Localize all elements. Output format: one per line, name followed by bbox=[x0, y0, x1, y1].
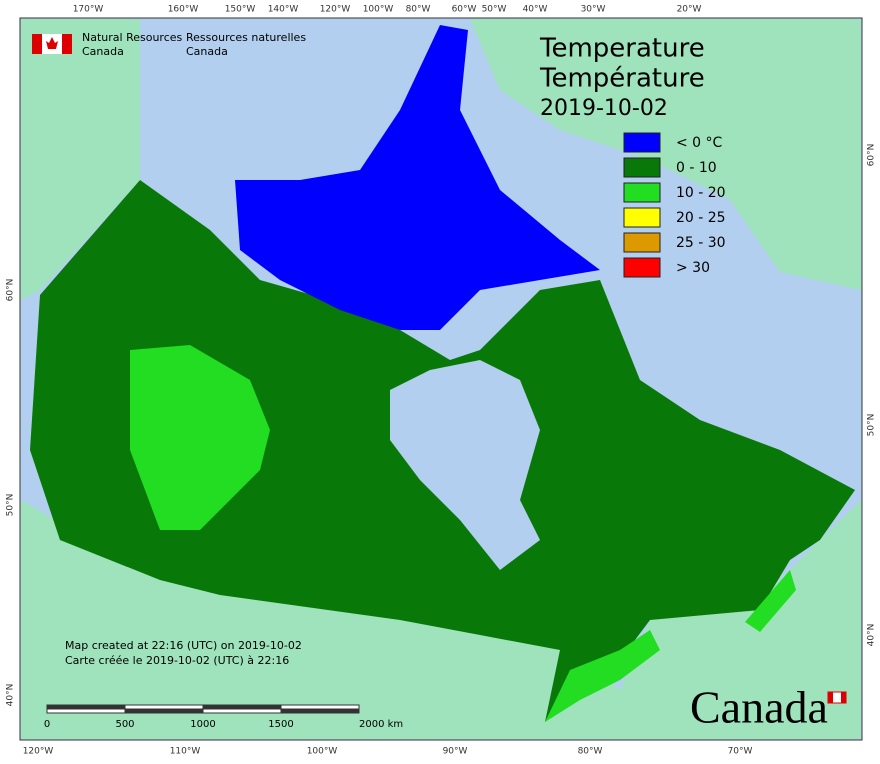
graticule-label: 170°W bbox=[73, 5, 104, 15]
graticule-label: 20°W bbox=[677, 5, 702, 15]
legend-label: 0 - 10 bbox=[676, 160, 717, 176]
maple-leaf bbox=[46, 37, 58, 49]
usa bbox=[21, 500, 861, 739]
arctic-cold bbox=[235, 25, 600, 330]
hudson-bay bbox=[390, 360, 540, 570]
legend-label: 10 - 20 bbox=[676, 185, 726, 201]
legend-label: > 30 bbox=[676, 260, 710, 276]
prairie-warm bbox=[130, 345, 270, 530]
graticule-label: 100°W bbox=[363, 5, 394, 15]
agency-fr: Canada bbox=[186, 45, 228, 58]
legend-swatch bbox=[623, 132, 661, 153]
graticule-label: 60°W bbox=[452, 5, 477, 15]
graticule-label: 70°W bbox=[728, 747, 753, 757]
graticule-label: 60°N bbox=[6, 279, 16, 302]
graticule-label: 40°W bbox=[523, 5, 548, 15]
scale-label: 1000 bbox=[190, 719, 215, 730]
scale-label: 0 bbox=[44, 719, 50, 730]
legend-swatch bbox=[623, 257, 661, 278]
scale-label: 1500 bbox=[268, 719, 293, 730]
graticule-label: 50°N bbox=[6, 494, 16, 517]
credit: Map created at 22:16 (UTC) on 2019-10-02 bbox=[65, 639, 302, 652]
graticule-label: 80°W bbox=[406, 5, 431, 15]
greenland bbox=[470, 19, 861, 290]
flag-left bbox=[32, 34, 42, 54]
scale-label: 500 bbox=[115, 719, 134, 730]
graticule-label: 120°W bbox=[23, 747, 54, 757]
graticule-label: 40°N bbox=[6, 684, 16, 707]
wordmark-flag-left bbox=[828, 692, 833, 703]
scale-segment bbox=[124, 708, 204, 714]
graticule-label: 50°W bbox=[482, 5, 507, 15]
scale-segment bbox=[46, 704, 126, 710]
flag-right bbox=[62, 34, 72, 54]
wordmark: Canada bbox=[690, 682, 828, 733]
legend-swatch bbox=[623, 157, 661, 178]
legend-label: 20 - 25 bbox=[676, 210, 726, 226]
ontario-warm bbox=[545, 630, 660, 722]
credit: Carte créée le 2019-10-02 (UTC) à 22:16 bbox=[65, 654, 289, 667]
legend-swatch bbox=[623, 232, 661, 253]
graticule-label: 50°N bbox=[867, 414, 877, 437]
alaska bbox=[21, 19, 140, 300]
legend-swatch bbox=[623, 182, 661, 203]
graticule-label: 100°W bbox=[307, 747, 338, 757]
agency-en: Natural Resources bbox=[82, 31, 183, 44]
date: 2019-10-02 bbox=[540, 96, 668, 121]
title: Temperature bbox=[539, 34, 705, 64]
maritime-warm bbox=[745, 570, 796, 632]
legend-label: < 0 °C bbox=[676, 135, 723, 151]
graticule-label: 120°W bbox=[320, 5, 351, 15]
graticule-label: 30°W bbox=[581, 5, 606, 15]
graticule-label: 140°W bbox=[268, 5, 299, 15]
graticule-label: 150°W bbox=[225, 5, 256, 15]
graticule-label: 80°W bbox=[578, 747, 603, 757]
scale-segment bbox=[202, 708, 282, 714]
wordmark-flag-right bbox=[841, 692, 846, 703]
graticule-label: 40°N bbox=[867, 624, 877, 647]
graticule-label: 160°W bbox=[168, 5, 199, 15]
legend-swatch bbox=[623, 207, 661, 228]
title: Température bbox=[539, 64, 705, 94]
legend-label: 25 - 30 bbox=[676, 235, 726, 251]
scale-segment bbox=[280, 704, 360, 710]
scale-segment bbox=[202, 704, 282, 710]
agency-en: Canada bbox=[82, 45, 124, 58]
scale-label: 2000 km bbox=[359, 719, 403, 730]
scale-segment bbox=[124, 704, 204, 710]
graticule-label: 110°W bbox=[170, 747, 201, 757]
scale-segment bbox=[46, 708, 126, 714]
agency-fr: Ressources naturelles bbox=[186, 31, 306, 44]
graticule-label: 90°W bbox=[443, 747, 468, 757]
graticule-label: 60°N bbox=[867, 144, 877, 167]
scale-segment bbox=[280, 708, 360, 714]
